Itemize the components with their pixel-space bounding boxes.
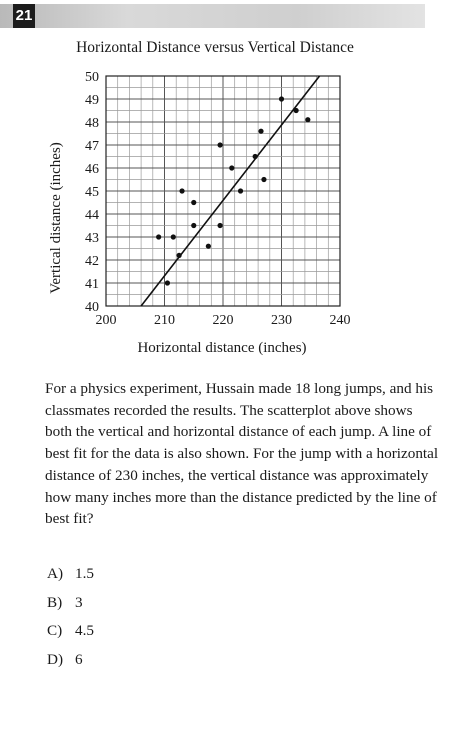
data-point xyxy=(258,128,264,134)
x-tick-label: 210 xyxy=(154,313,175,328)
choice-letter: A) xyxy=(47,565,64,582)
data-point xyxy=(293,107,299,114)
data-point xyxy=(191,222,197,229)
data-point xyxy=(229,165,235,171)
data-point xyxy=(205,243,211,249)
y-tick-label: 41 xyxy=(85,277,99,292)
choice-value: 1.5 xyxy=(75,565,94,582)
data-point xyxy=(164,280,171,286)
y-tick-label: 47 xyxy=(85,139,99,154)
answer-choice-c[interactable]: C) 4.5 xyxy=(47,621,94,650)
data-point xyxy=(217,142,223,148)
data-point xyxy=(278,96,285,102)
answer-choices: A) 1.5 B) 3 C) 4.5 D) 6 xyxy=(47,564,94,678)
chart-title: Horizontal Distance versus Vertical Dist… xyxy=(76,39,354,56)
choice-value: 3 xyxy=(75,593,83,611)
data-point xyxy=(191,199,197,206)
data-point xyxy=(176,252,182,258)
y-tick-label: 48 xyxy=(85,116,99,131)
choice-letter: B) xyxy=(47,593,63,611)
data-point xyxy=(237,188,244,194)
data-point xyxy=(217,222,223,229)
choice-value: 6 xyxy=(75,650,83,668)
answer-choice-a[interactable]: A) 1.5 xyxy=(47,564,94,593)
choice-letter: D) xyxy=(47,650,64,668)
axis-ticks: 40 41 42 43 44 45 46 47 48 49 50 200 210 220 230 240 xyxy=(85,70,351,328)
x-tick-label: 230 xyxy=(271,313,292,328)
y-tick-label: 50 xyxy=(85,70,99,85)
x-axis-label: Horizontal distance (inches) xyxy=(137,340,306,356)
y-tick-label: 45 xyxy=(85,185,99,200)
y-tick-label: 42 xyxy=(85,254,99,269)
answer-choice-d[interactable]: D) 6 xyxy=(47,650,94,679)
data-points xyxy=(156,96,311,286)
data-point xyxy=(156,234,162,240)
answer-choice-b[interactable]: B) 3 xyxy=(47,593,94,622)
y-tick-label: 40 xyxy=(85,300,99,315)
data-point xyxy=(179,188,185,194)
y-tick-label: 43 xyxy=(85,231,99,246)
x-tick-label: 220 xyxy=(213,313,234,328)
x-tick-label: 240 xyxy=(330,313,351,328)
data-point xyxy=(252,153,258,160)
question-text: For a physics experiment, Hussain made 1… xyxy=(45,380,439,528)
choice-value: 4.5 xyxy=(75,622,94,639)
choice-letter: C) xyxy=(47,622,63,639)
data-point xyxy=(261,176,267,183)
best-fit-line xyxy=(140,75,321,307)
y-tick-label: 44 xyxy=(85,208,99,223)
chart-grid xyxy=(105,75,341,307)
best-fit-line-layer xyxy=(140,75,321,307)
y-axis-label: Vertical distance (inches) xyxy=(48,142,64,294)
plot-frame xyxy=(105,75,341,307)
data-point xyxy=(305,117,311,123)
x-tick-label: 200 xyxy=(96,313,117,328)
header-bar xyxy=(0,4,425,28)
question-number: 21 xyxy=(13,4,35,28)
scatter-chart: Horizontal Distance versus Vertical Dist… xyxy=(48,39,354,356)
y-tick-label: 49 xyxy=(85,93,99,108)
data-point xyxy=(170,234,176,240)
y-tick-label: 46 xyxy=(85,162,99,177)
